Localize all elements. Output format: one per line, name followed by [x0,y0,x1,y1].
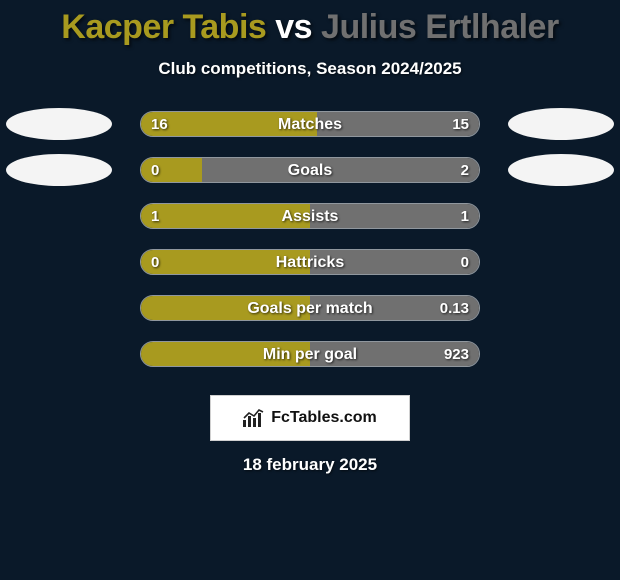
stat-value-player2: 15 [452,112,469,137]
stat-label: Goals [141,158,479,183]
stat-bar-track: Min per goal923 [140,341,480,367]
stat-row: Min per goal923 [0,337,620,383]
player2-badge-oval [508,154,614,186]
stat-value-player1: 0 [151,158,159,183]
stat-value-player1: 0 [151,250,159,275]
stat-label: Min per goal [141,342,479,367]
stat-value-player2: 923 [444,342,469,367]
stat-label: Goals per match [141,296,479,321]
stat-value-player1: 16 [151,112,168,137]
stat-bar-track: Goals per match0.13 [140,295,480,321]
footer-badge: FcTables.com [210,395,410,441]
stat-row: Assists1 1 [0,199,620,245]
subtitle: Club competitions, Season 2024/2025 [0,59,620,79]
chart-icon [243,409,265,427]
stat-row: Matches16 15 [0,107,620,153]
player2-badge-oval [508,108,614,140]
stat-bar-track: Hattricks0 0 [140,249,480,275]
stat-value-player2: 0.13 [440,296,469,321]
player1-name: Kacper Tabis [61,8,266,46]
stat-bar-track: Goals0 2 [140,157,480,183]
stat-row: Hattricks0 0 [0,245,620,291]
stat-row: Goals0 2 [0,153,620,199]
stat-bar-track: Matches16 15 [140,111,480,137]
footer-brand: FcTables.com [271,409,377,427]
player1-badge-oval [6,108,112,140]
player1-badge-oval [6,154,112,186]
comparison-title: Kacper Tabis vs Julius Ertlhaler [0,0,620,47]
stat-label: Matches [141,112,479,137]
date-text: 18 february 2025 [0,455,620,475]
stat-value-player2: 2 [461,158,469,183]
player2-name: Julius Ertlhaler [321,8,559,46]
title-vs: vs [275,8,312,46]
stat-label: Assists [141,204,479,229]
stat-bar-track: Assists1 1 [140,203,480,229]
stat-row: Goals per match0.13 [0,291,620,337]
stats-chart: Matches1615Goals02Assists11Hattricks00Go… [0,107,620,383]
stat-value-player2: 0 [461,250,469,275]
stat-value-player1: 1 [151,204,159,229]
stat-label: Hattricks [141,250,479,275]
stat-value-player2: 1 [461,204,469,229]
